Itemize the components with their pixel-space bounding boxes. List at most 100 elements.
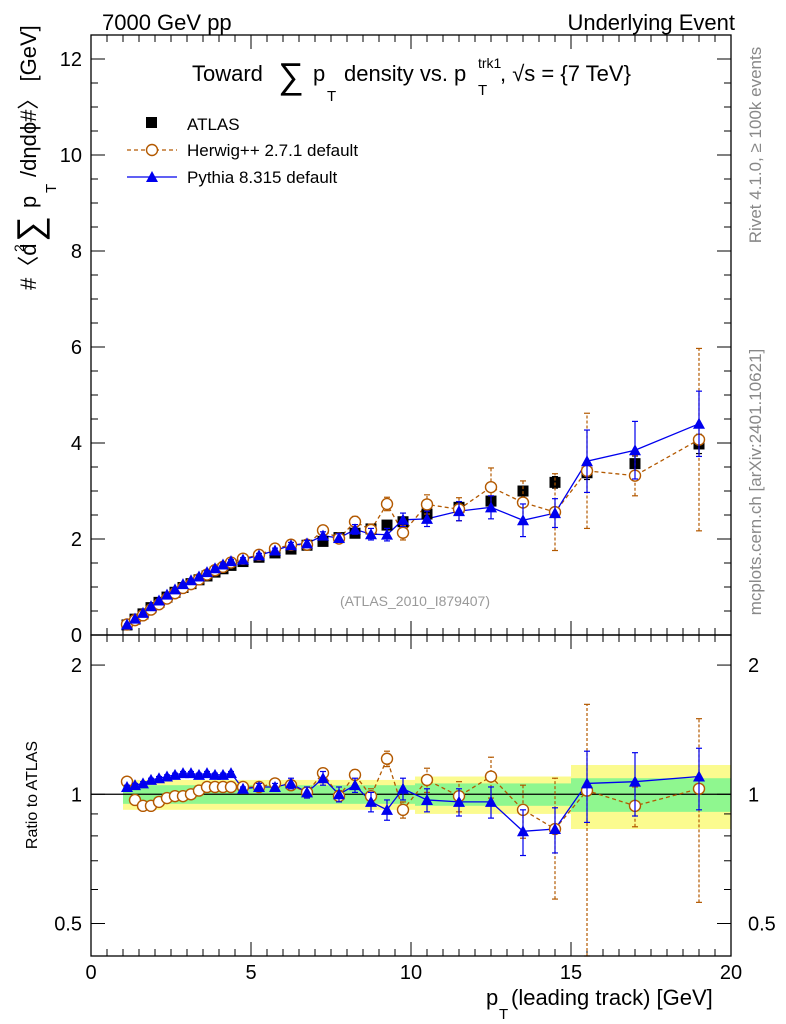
pythia-point [629, 444, 641, 456]
pythia-point [161, 588, 173, 600]
ratio-pythia-point [485, 795, 497, 807]
pythia-point [693, 417, 705, 429]
ratio-herwig-point [420, 773, 434, 787]
pythia-point [169, 583, 181, 595]
atlas-point [517, 485, 529, 497]
x-tick-label: 5 [245, 962, 256, 984]
pythia-point [225, 555, 237, 567]
pythia-point [209, 562, 221, 574]
title-sum-symbol: ∑ [278, 55, 304, 96]
ratio-pythia-point [253, 780, 265, 792]
ratio-pythia-point [177, 767, 189, 779]
ratio-ytick-label-right: 0.5 [748, 913, 776, 935]
main-ytick-label: 4 [71, 433, 82, 455]
pythia-point [145, 600, 157, 612]
pythia-point [549, 507, 561, 519]
legend-herwig-marker [145, 143, 159, 157]
legend-atlas-marker [146, 117, 157, 128]
pythia-point [193, 570, 205, 582]
pythia-point [485, 501, 497, 513]
pythia-point [301, 537, 313, 549]
title-t-sub: T [327, 88, 336, 105]
main-panel: 0 2 4 6 8 10 12 (ATLAS_2010_I879407) [60, 34, 732, 647]
ratio-frame [90, 634, 732, 957]
main-ytick-label: 2 [71, 529, 82, 551]
legend-pythia-marker [146, 171, 158, 182]
ratio-pythia-point [549, 823, 561, 835]
ratio-pythia-point [581, 777, 593, 789]
ratio-ylabel: Ratio to ATLAS [24, 741, 41, 849]
ratio-pythia-point [137, 777, 149, 789]
mcplots-label: mcplots.cern.ch [arXiv:2401.10621] [746, 349, 765, 615]
title-part-1: Toward [192, 61, 263, 86]
title-trk1-sup: trk1 [478, 55, 502, 71]
pythia-point [121, 618, 133, 630]
main-ytick-label: 12 [60, 49, 82, 71]
ratio-herwig-point [484, 770, 498, 783]
ratio-pythia-point [693, 770, 705, 782]
pythia-point [177, 578, 189, 590]
ratio-ytick-label: 2 [71, 655, 82, 677]
pythia-point [381, 528, 393, 540]
ratio-herwig-point [380, 752, 394, 765]
title-part-3: , √s = {7 TeV} [500, 61, 631, 86]
pythia-point [253, 549, 265, 561]
pythia-point [153, 594, 165, 606]
ratio-pythia-point [317, 772, 329, 784]
atlas-point [549, 476, 561, 488]
pythia-point [201, 566, 213, 578]
ratio-pythia-point [365, 795, 377, 807]
pythia-point [317, 529, 329, 541]
herwig-point [396, 526, 410, 539]
ratio-ytick-label: 0.5 [54, 913, 82, 935]
rivet-label: Rivet 4.1.0, ≥ 100k events [746, 47, 765, 243]
legend-herwig-label: Herwig++ 2.7.1 default [187, 141, 358, 160]
ratio-pythia-point [397, 782, 409, 794]
title-p: p [313, 61, 325, 86]
xlabel-rest: (leading track) [GeV] [511, 985, 713, 1010]
pythia-point [285, 539, 297, 551]
ratio-pythia-point [237, 782, 249, 794]
ylabel-sum: ∑ [9, 216, 50, 242]
ylabel-b: 2 [11, 244, 27, 252]
ratio-pythia-point [349, 779, 361, 791]
ratio-data-marks [91, 703, 731, 957]
x-tick-label: 10 [400, 962, 422, 984]
x-tick-label: 0 [85, 962, 96, 984]
main-ylabel: #〈d 2 ∑ p T /dηdϕ#〉 [GeV] [9, 25, 60, 290]
main-ytick-label: 10 [60, 145, 82, 167]
x-tick-label: 15 [560, 962, 582, 984]
main-ticks: 0 2 4 6 8 10 12 [60, 34, 732, 647]
herwig-point [420, 498, 434, 511]
main-data-marks [120, 347, 706, 631]
pythia-point [453, 505, 465, 517]
pythia-point [365, 528, 377, 540]
header-right: Underlying Event [567, 10, 735, 35]
main-ytick-label: 6 [71, 337, 82, 359]
ratio-herwig-point [396, 803, 410, 817]
pythia-point [129, 612, 141, 624]
atlas-point [317, 535, 329, 547]
atlas-point [381, 519, 393, 531]
title-t-sub-2: T [478, 82, 487, 99]
main-ytick-label: 0 [71, 625, 82, 647]
watermark: (ATLAS_2010_I879407) [340, 593, 490, 609]
ratio-pythia-point [629, 775, 641, 787]
xlabel-p: p [486, 985, 498, 1010]
ratio-panel: 0 5 10 15 20 0.5 0.5 1 1 2 2 [54, 634, 776, 984]
ylabel-a: #〈d [16, 244, 41, 290]
header-left: 7000 GeV pp [102, 10, 232, 35]
main-ytick-label: 8 [71, 241, 82, 263]
pythia-point [185, 574, 197, 586]
ratio-pythia-point [421, 793, 433, 805]
ratio-pythia-point [225, 767, 237, 779]
ratio-pythia-point [285, 777, 297, 789]
ratio-pythia-point [301, 786, 313, 798]
ratio-pythia-point [209, 768, 221, 780]
pythia-point [421, 512, 433, 524]
ratio-pythia-point [201, 767, 213, 779]
ratio-ytick-label: 1 [71, 784, 82, 806]
ratio-pythia-point [269, 780, 281, 792]
herwig-point [484, 480, 498, 494]
